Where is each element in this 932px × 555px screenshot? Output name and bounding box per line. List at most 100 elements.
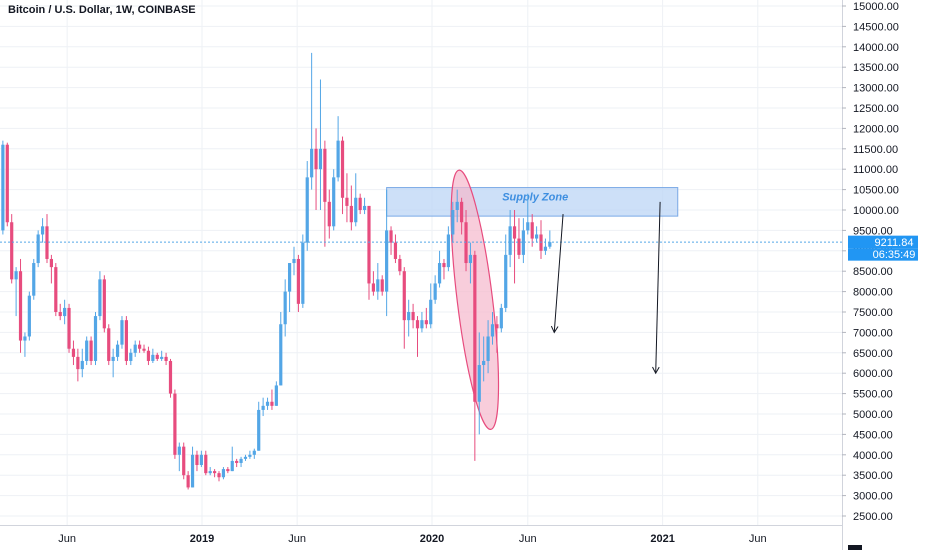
candle-body [468,254,473,264]
candle-body [67,307,71,349]
candle [142,344,146,353]
candle [36,230,40,268]
candle-body [477,365,481,402]
price-tick-label: 7000.00 [853,327,893,339]
candle [407,299,411,337]
price-axis[interactable]: 15000.00 14500.00 14000.00 13500.00 13000.00… [842,0,899,550]
candle [204,450,208,476]
candle [208,467,212,476]
candle-body [464,222,468,264]
supply-zone-layer: Supply Zone [386,187,679,217]
candle [455,189,459,223]
candle-body [252,450,256,455]
candle-body [362,205,367,210]
candle [301,234,305,308]
candle [482,336,486,382]
price-tick-label: 12500.00 [853,103,899,115]
candle-body [239,458,243,463]
candle-body [54,267,58,312]
candle [336,116,340,182]
candle-body [367,205,371,284]
candle-body [504,254,508,308]
candle [327,189,331,239]
candle [296,254,301,312]
candle [235,458,239,468]
candle-body [473,254,477,402]
candle-body [18,271,23,341]
candle-body [354,197,358,223]
candle [530,214,534,247]
candle [120,316,124,349]
candle-body [274,385,278,406]
candle [358,193,362,215]
candle-body [199,454,203,465]
candle [63,299,67,325]
candle-body [292,258,296,264]
candle-body [102,279,106,329]
candle [49,254,53,284]
candle [54,263,58,317]
candle [385,189,389,317]
price-tick-label: 11500.00 [853,144,898,156]
candle-body [173,393,177,455]
candle-body [71,348,76,357]
candle [195,450,199,472]
candle-body [151,354,155,361]
candle-body [393,242,398,259]
countdown-badge-text: 06:35:49 [873,249,916,261]
candle-body [332,177,336,227]
candle [504,234,508,312]
candle-body [490,324,495,337]
candle-body [314,148,318,170]
candle [14,267,18,317]
projection-arrow [652,201,661,375]
countdown-badge-bg [848,248,918,261]
price-tick-label: 4500.00 [853,429,893,441]
plot-area-background [0,0,842,525]
candle-body [23,336,27,341]
candle-body [160,356,164,359]
candle [345,173,349,223]
candle-body [243,456,248,459]
candle-body [460,201,464,223]
candle [354,173,358,227]
candle [18,258,23,353]
candle-body [111,356,115,361]
chart-title: Bitcoin / U.S. Dollar, 1W, COINBASE [8,4,196,16]
candle-body [186,475,190,488]
candle [155,352,159,361]
candle-body [336,140,340,178]
candle-body [385,230,389,292]
time-axis[interactable]: Jun 2019 Jun 2020 Jun 2021 Jun [0,525,842,546]
candle [318,79,323,210]
price-tick-label: 9500.00 [853,225,893,237]
time-tick-label: 2020 [420,533,444,545]
candle [460,197,464,235]
candle-body [120,320,124,345]
candle [177,442,181,472]
candle-body [380,279,384,292]
candle [526,193,530,235]
time-tick-label: 2021 [650,533,674,545]
candle-body [512,226,517,239]
candle-body [261,405,265,410]
candle [5,142,9,227]
price-tick-label: 5500.00 [853,389,893,401]
candle-body [107,328,111,361]
candle-body [530,222,534,239]
candle [376,263,380,300]
candle [111,348,115,378]
candle-body [235,460,239,463]
projection-arrow-shaft [553,214,564,333]
candle [446,226,450,272]
candle [437,250,442,288]
time-tick-label: Jun [58,533,76,545]
candle [248,450,252,459]
candle-body [517,238,521,255]
candle-body [424,320,428,325]
candle [76,348,80,382]
price-tick-label: 8000.00 [853,287,893,299]
candle [32,258,36,300]
candle-body [36,234,40,264]
